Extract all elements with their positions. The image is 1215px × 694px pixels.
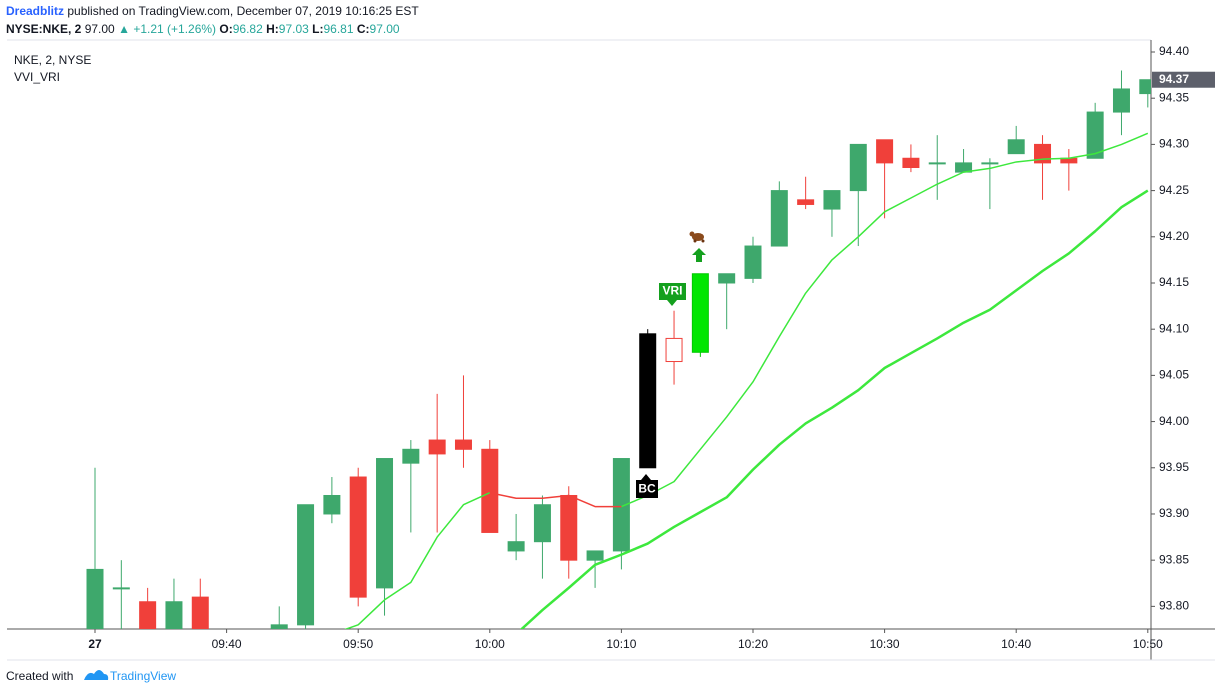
- plot: [86, 70, 1151, 643]
- candle-body: [665, 337, 683, 363]
- candle-body: [507, 541, 525, 552]
- candle-body: [876, 139, 894, 164]
- price: 97.00: [85, 22, 115, 36]
- l-label: L:: [312, 22, 323, 36]
- candle-body: [402, 448, 420, 464]
- indicator-line: [344, 492, 491, 629]
- indicator-name: VVI_VRI: [14, 70, 60, 84]
- candle-body: [1007, 139, 1025, 155]
- candle-body: [297, 504, 315, 626]
- candle-body: [981, 162, 999, 165]
- author[interactable]: Dreadblitz: [6, 4, 64, 18]
- x-tick-label: 10:50: [1133, 637, 1163, 651]
- last-price-label: 94.37: [1159, 72, 1189, 86]
- candle-body: [139, 601, 157, 629]
- candle-body: [691, 273, 709, 353]
- candle-body: [428, 439, 446, 455]
- x-tick-label: 10:40: [1001, 637, 1031, 651]
- vri-box: [659, 283, 686, 306]
- last-price-tag: [1152, 71, 1215, 88]
- up-arrow: [692, 248, 706, 262]
- candle-body: [902, 157, 920, 169]
- candle-body: [586, 550, 604, 561]
- candle-body: [481, 448, 499, 533]
- published: published on TradingView.com, December 0…: [64, 4, 419, 18]
- symbol: NYSE:NKE, 2: [6, 22, 82, 36]
- candle-body: [112, 587, 130, 590]
- o: 96.82: [233, 22, 263, 36]
- bc-text: BC: [638, 482, 656, 496]
- vri-text: VRI: [662, 284, 682, 298]
- candle-body: [639, 333, 657, 469]
- x-tick-label: 10:20: [738, 637, 768, 651]
- footer-brand[interactable]: TradingView: [110, 669, 176, 683]
- candle-body: [744, 245, 762, 279]
- x-tick-label: 09:50: [343, 637, 373, 651]
- h-label: H:: [266, 22, 279, 36]
- bear-icon: [689, 231, 705, 243]
- candle-body: [1034, 143, 1052, 164]
- l: 96.81: [323, 22, 353, 36]
- y-tick-label: 94.00: [1159, 414, 1189, 428]
- candle-body: [165, 601, 183, 629]
- x-tick-label: 10:10: [606, 637, 636, 651]
- candle-body: [849, 143, 867, 192]
- bc-label: BC: [636, 474, 658, 498]
- y-tick-label: 94.40: [1159, 44, 1189, 58]
- candle-body: [560, 494, 578, 561]
- candle-body: [245, 634, 261, 643]
- y-tick-label: 94.05: [1159, 368, 1189, 382]
- indicator-line: [519, 189, 1149, 629]
- candle-body: [1139, 79, 1151, 95]
- candle-body: [454, 439, 472, 450]
- indicator-line: [621, 132, 1149, 508]
- y-tick-label: 93.95: [1159, 460, 1189, 474]
- y-tick-label: 93.80: [1159, 599, 1189, 613]
- indicator-line: [489, 491, 622, 508]
- candle-body: [928, 162, 946, 165]
- candle-body: [533, 504, 551, 543]
- x-tick-label: 27: [88, 637, 102, 651]
- footer-created: Created with: [6, 669, 73, 683]
- candle-body: [191, 596, 209, 629]
- h: 97.03: [279, 22, 309, 36]
- x-tick-label: 10:00: [475, 637, 505, 651]
- y-tick-label: 94.10: [1159, 321, 1189, 335]
- y-tick-label: 94.20: [1159, 229, 1189, 243]
- candle-body: [323, 494, 341, 515]
- candle-body: [823, 190, 841, 210]
- y-tick-label: 93.90: [1159, 506, 1189, 520]
- candle-body: [770, 190, 788, 247]
- bc-box: [636, 474, 658, 498]
- y-tick-label: 94.35: [1159, 90, 1189, 104]
- candle-body: [376, 458, 394, 589]
- o-label: O:: [219, 22, 232, 36]
- header-line: Dreadblitz published on TradingView.com,…: [6, 4, 419, 18]
- c: 97.00: [370, 22, 400, 36]
- chart-title: NKE, 2, NYSE: [14, 53, 91, 67]
- x-tick-label: 09:40: [212, 637, 242, 651]
- x-tick-label: 10:30: [870, 637, 900, 651]
- arrow: ▲: [118, 22, 130, 36]
- candle-body: [86, 568, 104, 629]
- c-label: C:: [357, 22, 370, 36]
- candle-body: [349, 476, 367, 598]
- candle-body: [612, 458, 630, 552]
- candle-body: [270, 624, 288, 629]
- vri-label: VRI: [659, 283, 686, 306]
- quote-line: NYSE:NKE, 2 97.00 ▲ +1.21 (+1.26%) O:96.…: [6, 22, 400, 36]
- y-tick-label: 94.30: [1159, 137, 1189, 151]
- y-tick-label: 94.25: [1159, 183, 1189, 197]
- candle-body: [1086, 111, 1104, 159]
- candle-body: [718, 273, 736, 284]
- change: +1.21 (+1.26%): [133, 22, 216, 36]
- y-tick-label: 94.15: [1159, 275, 1189, 289]
- candle-body: [1112, 88, 1130, 113]
- candle-body: [797, 199, 815, 205]
- y-tick-label: 93.85: [1159, 552, 1189, 566]
- logo: [84, 670, 109, 680]
